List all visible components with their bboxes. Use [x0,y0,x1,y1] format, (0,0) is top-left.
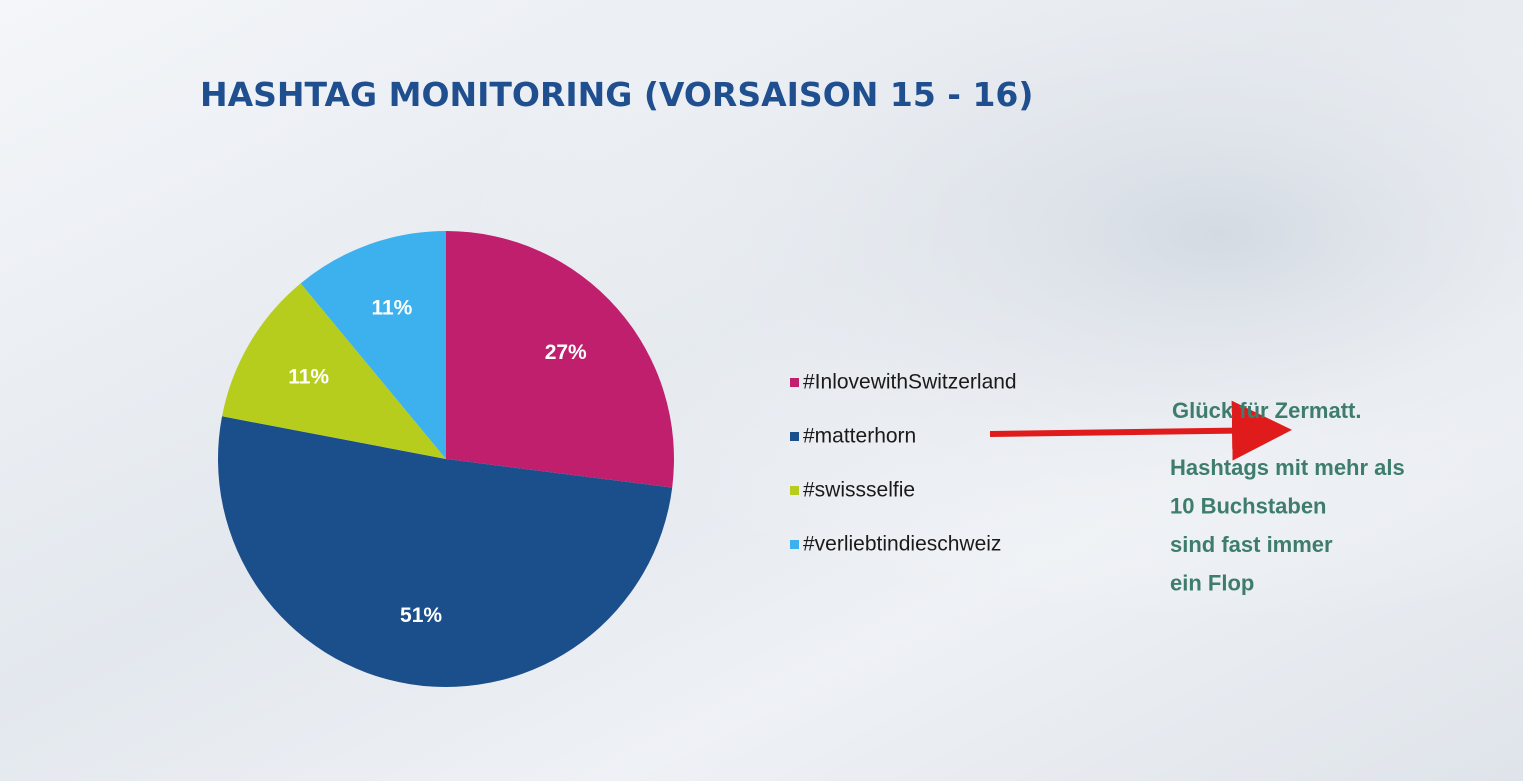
legend-swatch [790,378,799,387]
slide: HASHTAG MONITORING (VORSAISON 15 - 16) G… [0,0,1523,781]
note-line: Hashtags mit mehr als [1170,455,1405,480]
legend-swatch [790,540,799,549]
data-label: 11% [288,365,329,388]
arrow [990,430,1280,434]
data-label: 51% [400,604,442,627]
legend-label: #swissselfie [803,479,915,502]
background-mountain [0,0,1523,781]
legend-swatch [790,486,799,495]
data-label: 27% [545,341,587,364]
note-line: 10 Buchstaben [1170,493,1327,518]
note-line: sind fast immer [1170,532,1333,557]
annotation: Glück für Zermatt. [1172,398,1361,423]
note-line: ein Flop [1170,570,1254,595]
data-label: 11% [371,296,412,319]
legend-label: #matterhorn [803,425,916,448]
legend-swatch [790,432,799,441]
chart-title: HASHTAG MONITORING (VORSAISON 15 - 16) [200,75,1033,114]
legend-label: #verliebtindieschweiz [803,533,1001,556]
legend-label: #InlovewithSwitzerland [803,371,1017,394]
